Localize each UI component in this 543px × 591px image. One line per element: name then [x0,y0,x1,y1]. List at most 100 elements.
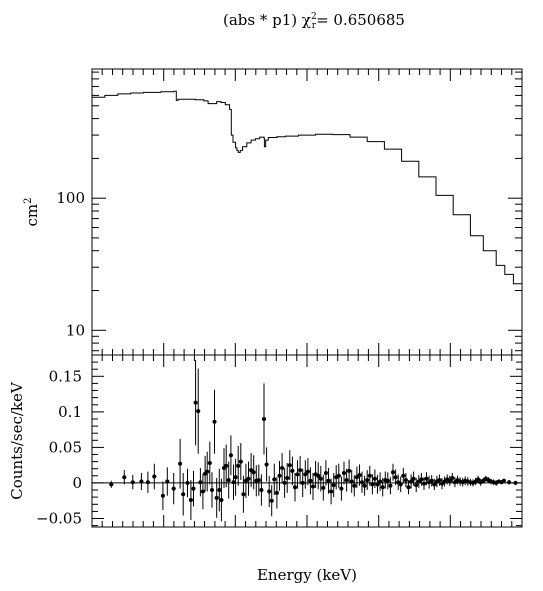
residual-point [507,480,512,485]
residual-point [207,461,212,465]
residual-point [393,475,398,480]
effective-area-curve [92,90,523,291]
residual-point [226,478,231,483]
residual-point [188,498,193,502]
residual-point [409,479,414,484]
bottom-y-tick-label: 0.1 [58,403,82,421]
residual-points [109,360,518,522]
residual-point [349,479,354,484]
top-panel-frame [91,68,523,356]
residual-point [196,409,201,414]
residual-point [241,492,246,497]
title-value: = 0.650685 [316,11,405,29]
residual-point [401,473,406,478]
residual-point [365,478,370,483]
residual-point [316,473,321,478]
residual-point [274,490,279,495]
residual-point [224,463,229,468]
residual-point [246,476,251,481]
residual-point [347,468,352,473]
top-y-tick-label: 100 [56,189,85,207]
residual-point [476,477,481,482]
residual-point [372,476,377,481]
residual-point [344,478,349,483]
residual-point [139,479,144,484]
residual-point [424,476,429,481]
residual-point [336,473,341,478]
residual-point [375,482,380,487]
residual-point [200,489,205,494]
residual-point [380,485,385,490]
residual-point [193,400,198,405]
residual-point [293,485,297,490]
residual-point [357,473,362,478]
residual-point [331,483,336,488]
residual-point [403,478,408,483]
residual-point [388,483,393,488]
bottom-y-tick-label: 0.05 [49,438,82,456]
residual-point [109,482,114,487]
residual-point [398,482,403,487]
figure-title: (abs * p1) χ2 r= 0.650685 [223,11,405,31]
residual-point [290,468,295,473]
residual-point [210,488,214,492]
residual-point [447,478,452,483]
residual-point [285,476,290,480]
residual-point [205,469,210,474]
residual-point [272,477,277,482]
residual-point [370,482,375,487]
residual-point [342,471,346,475]
residual-point [411,476,416,481]
residual-point [450,476,455,480]
bottom-y-ticks: −0.05 0 0.05 0.1 0.15 [36,354,522,528]
effective-area-panel: 10 100 cm2 [23,68,523,356]
residual-point [178,461,183,466]
residual-point [422,481,426,486]
residual-point [217,488,222,492]
title-chi-sub: r [312,21,317,31]
residual-point [362,483,367,488]
residual-point [385,478,390,483]
residual-point [130,480,135,485]
residual-point [391,470,395,475]
residual-point [219,498,224,502]
residual-point [238,459,243,464]
residuals-panel: −0.05 0 0.05 0.1 0.15 Counts/sec/keV [8,354,523,528]
residual-point [432,482,437,487]
residual-point [429,478,434,483]
residual-point [236,463,241,468]
residual-point [185,480,190,485]
residual-point [233,475,238,480]
residual-point [212,419,217,424]
residual-point [329,489,334,494]
residual-point [360,480,364,485]
top-x-ticks [91,69,523,355]
residual-point [280,466,285,470]
top-y-tick-label: 10 [66,321,85,339]
residual-point [198,480,203,485]
residual-point [264,462,269,467]
residual-point [367,473,372,478]
bottom-y-axis-label: Counts/sec/keV [8,381,26,500]
residual-point [419,477,424,482]
residual-point [326,478,331,483]
bottom-y-tick-label: 0.15 [49,367,82,385]
residual-point [305,469,310,474]
residual-point [152,474,157,479]
residual-point [282,480,287,485]
x-axis-label: Energy (keV) [257,566,357,584]
residual-point [311,484,315,489]
residual-point [323,471,328,475]
residual-point [513,480,518,485]
residual-point [378,479,383,484]
residual-point [171,486,176,491]
residual-point [277,473,282,478]
residual-point [300,480,305,485]
residual-point [181,492,186,497]
residual-point [303,472,308,477]
bottom-y-tick-label: 0 [72,474,82,492]
residual-point [251,470,256,475]
bottom-panel-frame [91,354,523,528]
residual-point [414,483,419,488]
bottom-x-ticks [91,355,523,527]
